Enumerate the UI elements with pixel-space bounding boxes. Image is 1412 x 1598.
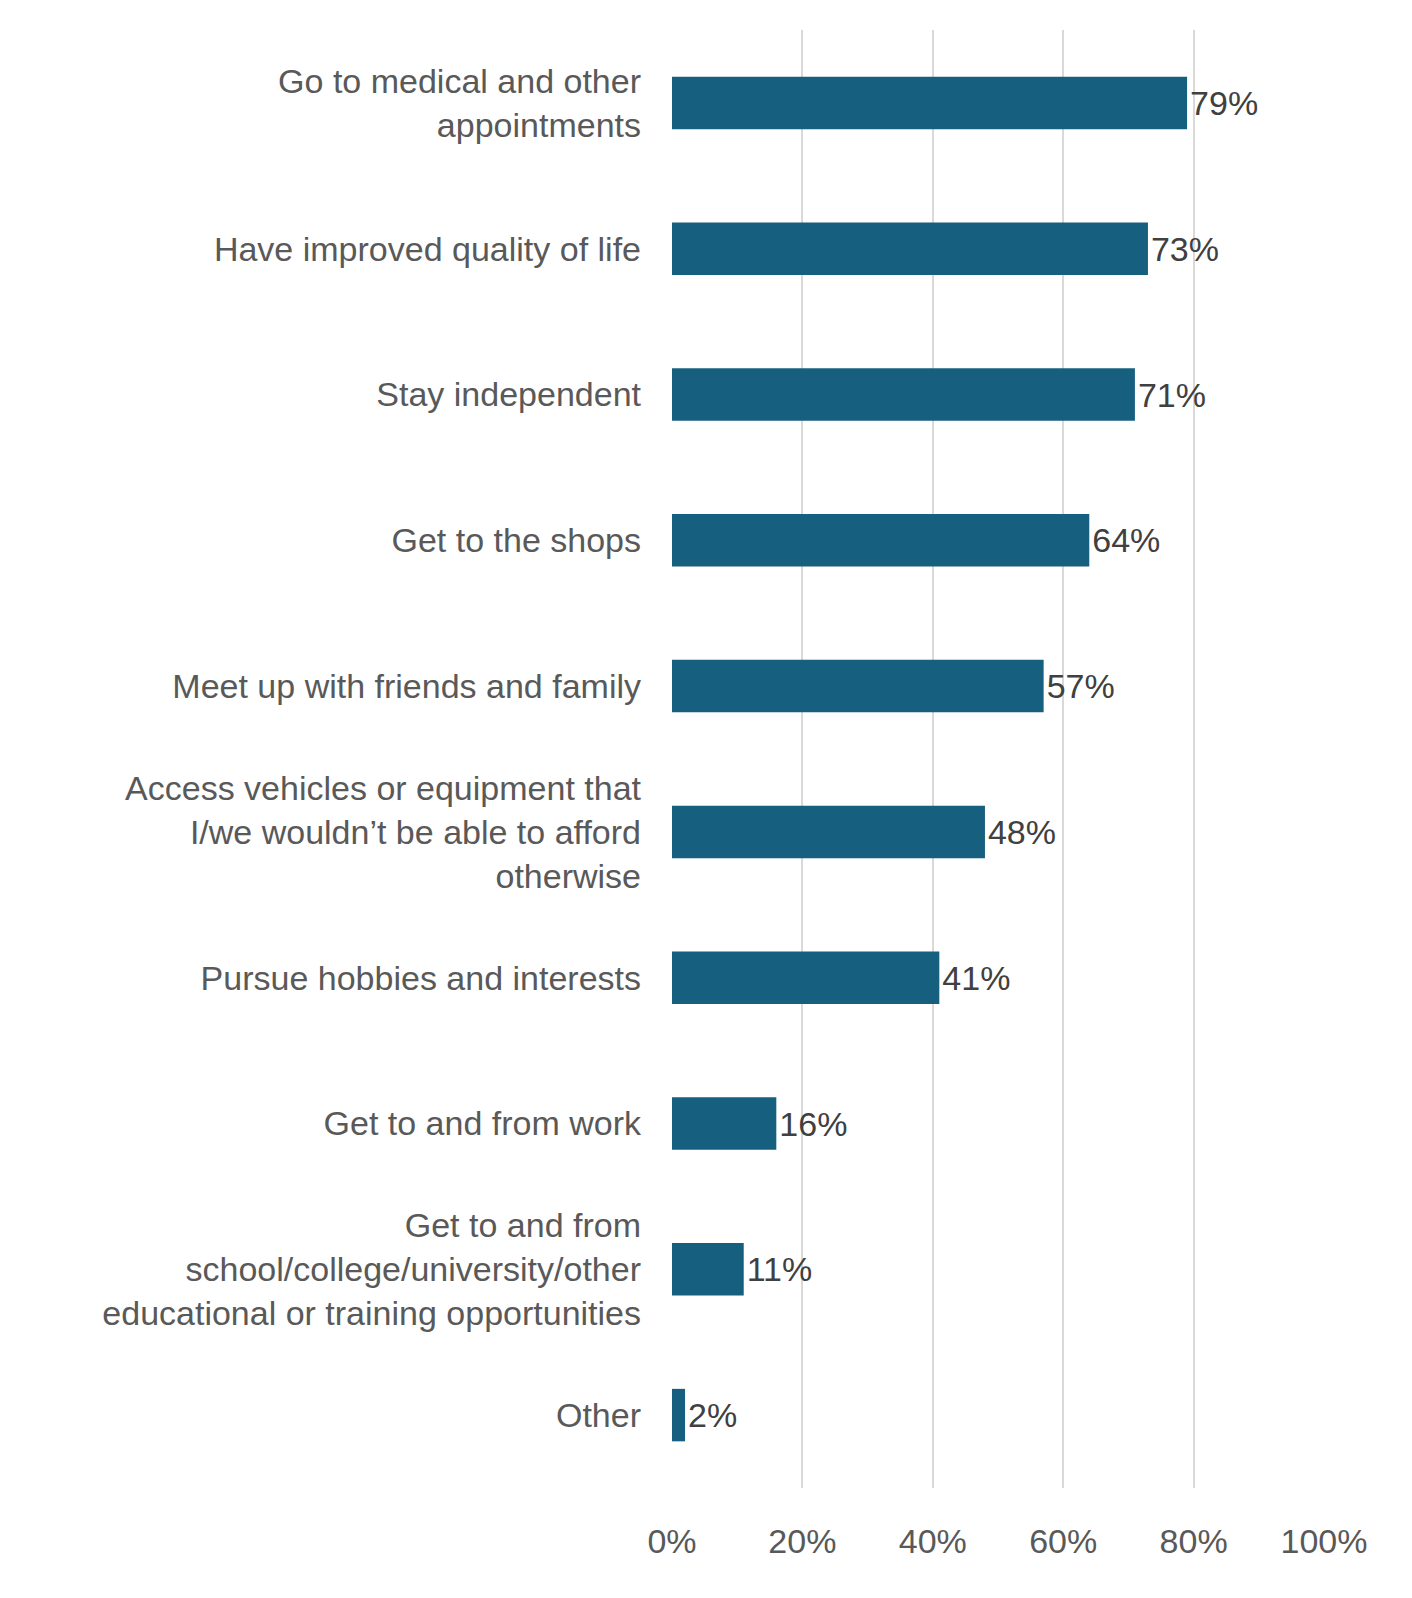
svg-text:Other: Other <box>556 1396 641 1434</box>
svg-text:79%: 79% <box>1190 84 1258 122</box>
svg-text:2%: 2% <box>688 1396 737 1434</box>
svg-text:0%: 0% <box>647 1522 696 1560</box>
svg-text:60%: 60% <box>1029 1522 1097 1560</box>
svg-text:40%: 40% <box>899 1522 967 1560</box>
svg-text:73%: 73% <box>1151 230 1219 268</box>
svg-text:11%: 11% <box>747 1250 813 1288</box>
svg-text:Stay independent: Stay independent <box>376 375 641 413</box>
svg-text:100%: 100% <box>1281 1522 1368 1560</box>
svg-text:80%: 80% <box>1160 1522 1228 1560</box>
svg-text:57%: 57% <box>1047 667 1115 705</box>
svg-text:Get to and fromschool/college/: Get to and fromschool/college/university… <box>102 1206 641 1332</box>
svg-text:Meet up with friends and famil: Meet up with friends and family <box>172 667 641 705</box>
svg-text:Get to and from work: Get to and from work <box>324 1104 642 1142</box>
svg-text:Have improved quality of life: Have improved quality of life <box>214 230 641 268</box>
svg-text:48%: 48% <box>988 813 1056 851</box>
svg-text:20%: 20% <box>768 1522 836 1560</box>
svg-text:Pursue hobbies and interests: Pursue hobbies and interests <box>201 959 641 997</box>
svg-text:71%: 71% <box>1138 376 1206 414</box>
svg-text:16%: 16% <box>779 1105 847 1143</box>
svg-text:41%: 41% <box>942 959 1010 997</box>
svg-text:Go to medical and otherappoint: Go to medical and otherappointments <box>278 62 641 144</box>
svg-text:Access vehicles or equipment t: Access vehicles or equipment thatI/we wo… <box>125 769 641 895</box>
svg-text:Get to the shops: Get to the shops <box>392 521 642 559</box>
svg-text:64%: 64% <box>1092 521 1160 559</box>
